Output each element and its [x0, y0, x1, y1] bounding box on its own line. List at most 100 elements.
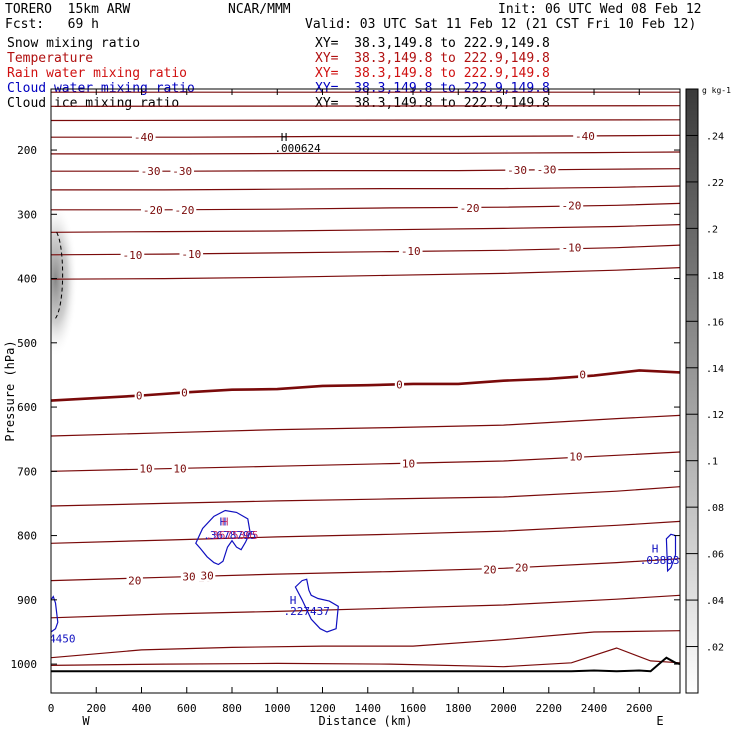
temperature-contour	[51, 134, 680, 138]
temperature-label-backdrop	[567, 450, 585, 463]
terrain-line	[51, 656, 680, 673]
temperature-label: 0	[579, 368, 586, 381]
temperature-label: 10	[402, 458, 415, 471]
y-tick-label: 800	[17, 530, 37, 543]
temperature-contour	[51, 185, 680, 191]
x-tick-label: 2600	[626, 702, 653, 715]
x-tick-label: 1400	[355, 702, 382, 715]
rain-water-label: .3675305	[206, 529, 259, 542]
x-tick-label: 400	[132, 702, 152, 715]
colorbar-tick-label: .14	[706, 364, 724, 375]
x-tick-label: 2200	[536, 702, 563, 715]
temperature-label: -40	[575, 130, 595, 143]
temperature-contour	[51, 451, 680, 472]
temperature-label-backdrop	[131, 131, 156, 144]
colorbar-tick-label: .22	[706, 178, 724, 189]
x-axis-title: Distance (km)	[319, 714, 413, 728]
forecast-hour: Fcst: 69 h	[5, 17, 99, 32]
temperature-label: -30	[172, 165, 192, 178]
temperature-label-backdrop	[559, 199, 584, 212]
temperature-contour	[51, 594, 680, 619]
temperature-label-backdrop	[198, 569, 216, 582]
field-name-temperature: Temperature	[7, 51, 94, 66]
temperature-label-backdrop	[513, 561, 530, 574]
x-tick-label: 1200	[309, 702, 336, 715]
temperature-label: -10	[561, 242, 581, 255]
temperature-label-backdrop	[170, 165, 195, 178]
temperature-label: -30	[537, 163, 557, 176]
west-end-label: W	[82, 714, 90, 728]
colorbar-tick-label: .2	[706, 224, 718, 235]
colorbar-tick-label: .08	[706, 503, 724, 514]
temperature-label: 10	[569, 451, 582, 464]
field-xy-rain: XY= 38.3,149.8 to 222.9,149.8	[315, 66, 550, 81]
valid-time: Valid: 03 UTC Sat 11 Feb 12 (21 CST Fri …	[305, 17, 697, 32]
temperature-contour	[51, 414, 680, 437]
x-tick-label: 1800	[445, 702, 472, 715]
colorbar-tick-label: .02	[706, 643, 724, 654]
temperature-label-backdrop	[534, 163, 559, 176]
colorbar	[685, 88, 699, 694]
temperature-label-backdrop	[171, 462, 189, 475]
cloud-water-label: .03883	[640, 554, 680, 567]
cloud-water-label: H	[220, 515, 227, 528]
temperature-label-backdrop	[505, 163, 529, 176]
cloud-water-contour	[195, 509, 251, 566]
temperature-label: 0	[136, 389, 143, 402]
temperature-label: -10	[401, 245, 421, 258]
cloud-water-label: .227437	[283, 605, 329, 618]
snow-max-label: H	[281, 131, 288, 144]
field-xy-temperature: XY= 38.3,149.8 to 222.9,149.8	[315, 51, 550, 66]
y-tick-label: 700	[17, 465, 37, 478]
x-tick-label: 2000	[490, 702, 517, 715]
x-tick-label: 0	[48, 702, 55, 715]
cloud-water-contour	[294, 578, 339, 633]
plot-frame	[50, 88, 681, 694]
temperature-label: 30	[200, 569, 213, 582]
temperature-label-backdrop	[137, 462, 155, 475]
cloud-water-contour	[51, 595, 59, 633]
temperature-label-backdrop	[126, 574, 143, 587]
y-axis-title: Pressure (hPa)	[3, 340, 17, 441]
x-tick-label: 200	[86, 702, 106, 715]
temperature-contour	[51, 558, 680, 582]
field-xy-cloud-ice: XY= 38.3,149.8 to 222.9,149.8	[315, 96, 550, 111]
y-tick-label: 500	[17, 337, 37, 350]
init-time: Init: 06 UTC Wed 08 Feb 12	[498, 2, 702, 17]
snow-mixing-ratio-shading	[51, 201, 78, 358]
temperature-label: -30	[507, 164, 527, 177]
x-tick-label: 800	[222, 702, 242, 715]
temperature-label-backdrop	[400, 457, 417, 470]
cloud-water-label: H	[652, 542, 659, 555]
snow-dashed-contour	[55, 232, 64, 319]
cloud-water-contour	[665, 533, 677, 573]
y-tick-label: 600	[17, 401, 37, 414]
temperature-label: -20	[460, 202, 480, 215]
rain-water-label: H	[222, 515, 229, 528]
temperature-label-backdrop	[134, 389, 144, 402]
temperature-label: -10	[123, 249, 143, 262]
temperature-contour	[51, 486, 680, 507]
colorbar-tick-label: .1	[706, 457, 718, 468]
model-title: TORERO 15km ARW	[5, 2, 131, 17]
temperature-contour	[51, 168, 680, 172]
snow-max-label: .000624	[274, 142, 321, 155]
x-tick-label: 1000	[264, 702, 291, 715]
temperature-contour	[51, 267, 680, 280]
temperature-label-backdrop	[138, 165, 163, 178]
temperature-label: 10	[139, 463, 152, 476]
temperature-label-backdrop	[120, 248, 145, 261]
colorbar-tick-label: .24	[706, 131, 724, 142]
temperature-label: -30	[141, 165, 161, 178]
temperature-label: -20	[175, 204, 195, 217]
x-tick-label: 600	[177, 702, 197, 715]
x-tick-label: 2400	[581, 702, 608, 715]
temperature-label: 10	[173, 463, 186, 476]
east-end-label: E	[656, 714, 663, 728]
temperature-label-backdrop	[179, 386, 190, 399]
temperature-label: 0	[396, 379, 403, 392]
temperature-contour	[51, 105, 680, 107]
temperature-label-backdrop	[141, 203, 165, 216]
y-tick-label: 300	[17, 208, 37, 221]
temperature-label: -10	[181, 248, 201, 261]
